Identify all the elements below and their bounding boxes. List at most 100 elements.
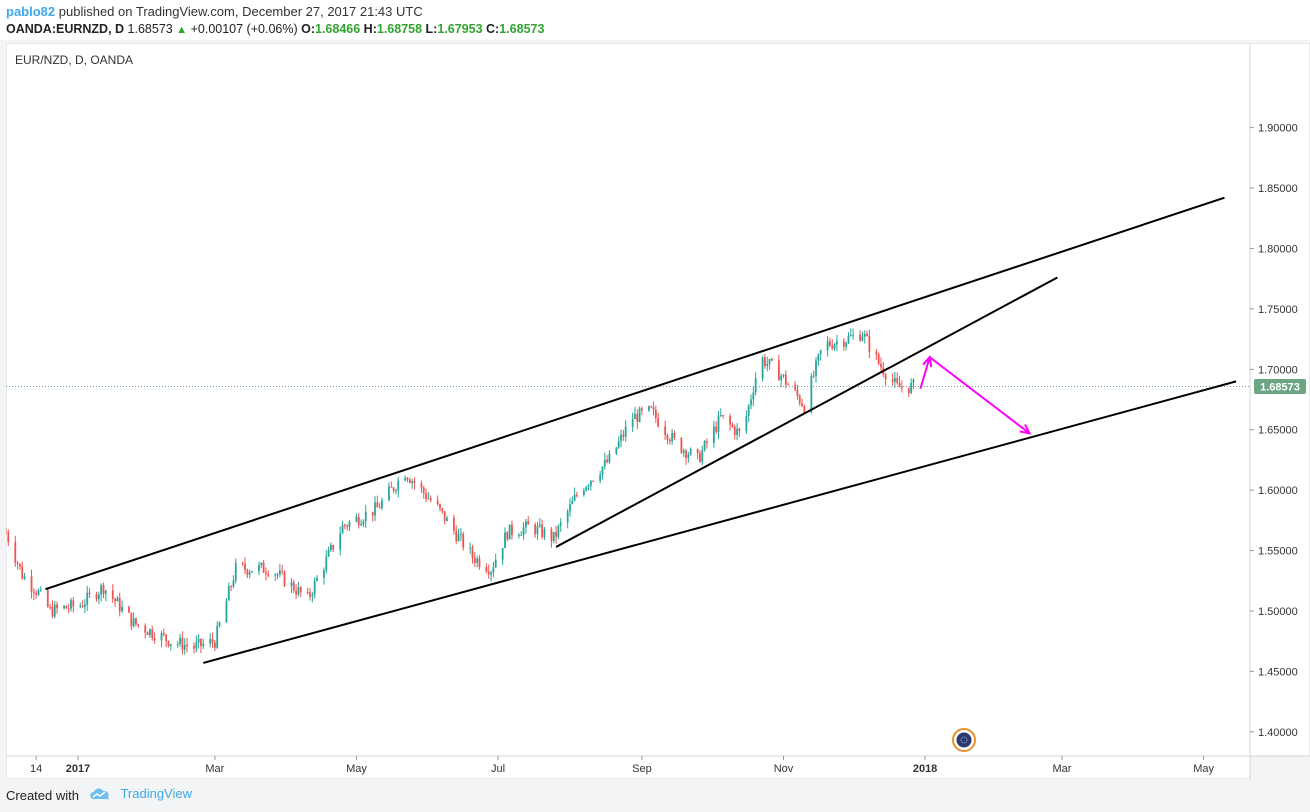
candle-body — [392, 487, 395, 491]
candle-body — [501, 548, 504, 560]
candle-up — [845, 341, 848, 351]
arrow-shaft — [929, 356, 1031, 435]
candle-down — [95, 591, 98, 602]
candle-body — [866, 333, 868, 337]
candle-up — [719, 408, 722, 417]
tradingview-badge-icon[interactable] — [952, 728, 976, 752]
header: pablo82 published on TradingView.com, De… — [0, 0, 1310, 40]
candle-body — [729, 415, 732, 425]
candle-up — [248, 569, 251, 579]
candle-body — [682, 450, 685, 453]
candle-body — [5, 532, 7, 534]
candle-body — [900, 387, 903, 389]
high-label: H: — [363, 22, 377, 36]
candle-down — [664, 420, 667, 440]
candle-down — [541, 519, 544, 540]
candle-down — [102, 582, 105, 599]
candle-body — [116, 597, 119, 602]
candle-down — [241, 561, 244, 567]
candle-down — [413, 477, 416, 490]
candle-body — [35, 593, 38, 595]
tradingview-brand: TradingView — [120, 786, 192, 801]
candle-body — [494, 559, 497, 568]
last-price: 1.68573 — [127, 22, 173, 36]
candle-down — [281, 564, 284, 575]
candle-body — [622, 434, 625, 437]
candle-up — [589, 480, 592, 491]
current-price-label: 1.68573 — [1260, 382, 1300, 394]
candle-down — [88, 588, 91, 599]
y-tick-label: 1.55000 — [1258, 546, 1298, 558]
candle-body — [390, 486, 393, 488]
candle-down — [429, 495, 432, 503]
candle-up — [833, 342, 836, 351]
candle-up — [557, 524, 560, 540]
candle-body — [395, 490, 397, 492]
candle-body — [766, 363, 769, 366]
candle-up — [689, 447, 692, 456]
candle-up — [39, 586, 42, 593]
candle-body — [552, 531, 555, 541]
candle-body — [436, 500, 439, 505]
author-link[interactable]: pablo82 — [6, 4, 56, 19]
candle-body — [388, 486, 390, 501]
candle-down — [5, 528, 7, 534]
candle-down — [478, 555, 481, 570]
y-tick-label: 1.90000 — [1258, 123, 1298, 135]
candle-body — [787, 384, 790, 386]
candle-body — [868, 336, 871, 352]
candle-up — [209, 633, 212, 648]
x-tick-label: 2018 — [913, 763, 937, 775]
candle-up — [745, 410, 748, 435]
candle-down — [118, 592, 121, 617]
tradingview-link[interactable]: TradingView — [88, 785, 192, 803]
candle-down — [295, 584, 298, 599]
candle-body — [615, 447, 618, 454]
candle-up — [587, 483, 590, 491]
chart-svg[interactable]: EUR/NZD, D, OANDA 1.900001.850001.800001… — [5, 42, 1310, 780]
plot-area[interactable] — [5, 42, 1251, 757]
candle-up — [712, 420, 715, 448]
price-axis[interactable] — [1249, 42, 1310, 757]
candle-down — [898, 375, 901, 388]
symbol-label: OANDA:EURNZD, D — [6, 22, 125, 36]
candle-up — [520, 531, 523, 536]
candle-body — [620, 434, 622, 442]
candle-body — [689, 449, 692, 455]
candle-body — [524, 521, 527, 528]
candle-up — [348, 520, 351, 531]
current-price-tag: 1.68573 — [1254, 379, 1306, 395]
candle-up — [494, 553, 497, 568]
candle-up — [404, 475, 407, 482]
chart-panel[interactable]: EUR/NZD, D, OANDA 1.90000 1.85000 1.80000 1… — [5, 42, 1310, 780]
candle-body — [736, 428, 738, 435]
candle-up — [53, 601, 56, 619]
candle-body — [211, 638, 214, 643]
candle-up — [624, 420, 627, 442]
candle-up — [761, 355, 764, 382]
candle-body — [295, 590, 298, 595]
candle-down — [162, 628, 165, 637]
candle-body — [636, 413, 639, 422]
candle-body — [784, 374, 787, 385]
candle-body — [343, 524, 346, 526]
candle-down — [46, 587, 49, 608]
candle-up — [847, 332, 850, 345]
candle-up — [311, 591, 314, 603]
candle-body — [225, 600, 228, 623]
candle-down — [346, 523, 349, 531]
candle-down — [378, 502, 381, 509]
candle-body — [281, 570, 284, 572]
candle-body — [193, 646, 195, 649]
candle-body — [717, 415, 720, 432]
candle-down — [729, 413, 732, 431]
y-tick-label: 1.70000 — [1258, 364, 1298, 376]
candle-body — [30, 576, 33, 592]
candle-body — [397, 480, 400, 491]
candle-body — [374, 502, 376, 516]
candle-body — [680, 437, 683, 453]
candle-body — [381, 500, 383, 508]
y-tick-label: 1.45000 — [1258, 666, 1298, 678]
candle-up — [327, 546, 330, 558]
candle-body — [406, 477, 409, 480]
